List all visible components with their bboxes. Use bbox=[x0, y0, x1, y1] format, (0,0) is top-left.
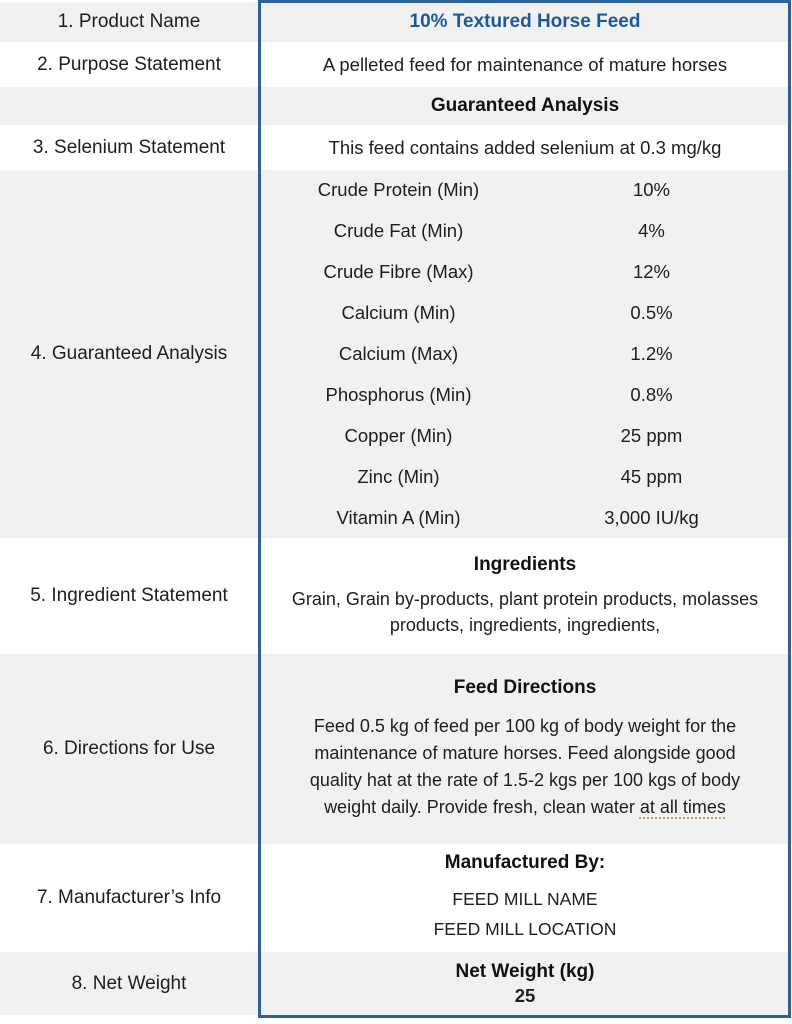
row-net-weight: 8. Net Weight Net Weight (kg) 25 bbox=[0, 952, 792, 1015]
feed-mill-location: FEED MILL LOCATION bbox=[433, 919, 617, 939]
selenium-label: 3. Selenium Statement bbox=[32, 136, 226, 158]
analysis-row-crude-fibre: Crude Fibre (Max) 12% bbox=[272, 252, 778, 293]
row-selenium-statement: 3. Selenium Statement This feed contains… bbox=[0, 125, 792, 170]
directions-text: Feed 0.5 kg of feed per 100 kg of body w… bbox=[309, 716, 741, 817]
ingredients-body: Grain, Grain by-products, plant protein … bbox=[291, 589, 759, 635]
nutrient-name: Vitamin A (Min) bbox=[336, 506, 461, 528]
analysis-label: 4. Guaranteed Analysis bbox=[30, 343, 228, 364]
row-directions-for-use: 6. Directions for Use Feed Directions Fe… bbox=[0, 654, 792, 844]
nutrient-name: Calcium (Min) bbox=[341, 302, 456, 324]
nutrient-value: 3,000 IU/kg bbox=[604, 506, 699, 528]
nutrient-value: 45 ppm bbox=[620, 465, 683, 487]
manufacturer-header: Manufactured By: bbox=[444, 852, 606, 873]
nutrient-value: 12% bbox=[632, 261, 671, 283]
analysis-row-phosphorus: Phosphorus (Min) 0.8% bbox=[272, 374, 778, 415]
nutrient-name: Crude Fat (Min) bbox=[333, 220, 464, 242]
analysis-row-calcium-min: Calcium (Min) 0.5% bbox=[272, 293, 778, 334]
analysis-row-crude-protein: Crude Protein (Min) 10% bbox=[272, 170, 778, 211]
directions-cell: Feed Directions Feed 0.5 kg of feed per … bbox=[258, 654, 792, 844]
product-name-cell: 10% Textured Horse Feed bbox=[258, 2, 792, 42]
net-weight-header: Net Weight (kg) bbox=[455, 960, 595, 982]
row-guaranteed-analysis-header: Guaranteed Analysis bbox=[0, 87, 792, 125]
row-product-name: 1. Product Name 10% Textured Horse Feed bbox=[0, 2, 792, 42]
analysis-row-zinc: Zinc (Min) 45 ppm bbox=[272, 456, 778, 497]
selenium-cell: This feed contains added selenium at 0.3… bbox=[258, 125, 792, 170]
ga-header-label bbox=[0, 87, 258, 125]
nutrient-value: 1.2% bbox=[630, 343, 673, 364]
purpose-cell: A pelleted feed for maintenance of matur… bbox=[258, 42, 792, 87]
analysis-row-vitamin-a: Vitamin A (Min) 3,000 IU/kg bbox=[272, 497, 778, 538]
manufacturer-cell: Manufactured By: FEED MILL NAME FEED MIL… bbox=[258, 844, 792, 952]
ingredients-header: Ingredients bbox=[473, 554, 577, 575]
nutrient-name: Calcium (Max) bbox=[338, 343, 459, 364]
analysis-row-copper: Copper (Min) 25 ppm bbox=[272, 415, 778, 456]
directions-body: Feed 0.5 kg of feed per 100 kg of body w… bbox=[294, 713, 756, 821]
selenium-value: This feed contains added selenium at 0.3… bbox=[328, 136, 722, 158]
row-ingredient-statement: 5. Ingredient Statement Ingredients Grai… bbox=[0, 538, 792, 654]
nutrient-name: Crude Fibre (Max) bbox=[323, 261, 474, 283]
product-name-value: 10% Textured Horse Feed bbox=[409, 11, 641, 32]
analysis-cell: Crude Protein (Min) 10% Crude Fat (Min) … bbox=[258, 170, 792, 538]
ingredients-label: 5. Ingredient Statement bbox=[30, 585, 228, 606]
net-weight-label: 8. Net Weight bbox=[71, 972, 187, 994]
analysis-table: Crude Protein (Min) 10% Crude Fat (Min) … bbox=[272, 170, 778, 538]
nutrient-value: 0.5% bbox=[630, 302, 673, 324]
row-manufacturer-info: 7. Manufacturer’s Info Manufactured By: … bbox=[0, 844, 792, 952]
nutrient-name: Phosphorus (Min) bbox=[325, 383, 472, 405]
nutrient-value: 10% bbox=[632, 179, 671, 201]
nutrient-name: Crude Protein (Min) bbox=[317, 179, 480, 201]
manufacturer-label: 7. Manufacturer’s Info bbox=[36, 887, 222, 908]
directions-label: 6. Directions for Use bbox=[42, 738, 216, 759]
purpose-value: A pelleted feed for maintenance of matur… bbox=[322, 53, 728, 75]
manufacturer-lines: FEED MILL NAME FEED MILL LOCATION bbox=[434, 884, 617, 944]
row-purpose-statement: 2. Purpose Statement A pelleted feed for… bbox=[0, 42, 792, 87]
ga-header-cell: Guaranteed Analysis bbox=[258, 87, 792, 125]
product-name-label: 1. Product Name bbox=[57, 11, 201, 32]
nutrient-name: Zinc (Min) bbox=[357, 465, 440, 487]
purpose-label: 2. Purpose Statement bbox=[37, 53, 221, 75]
nutrient-name: Copper (Min) bbox=[344, 424, 453, 446]
nutrient-value: 25 ppm bbox=[620, 424, 683, 446]
directions-text-spellcheck: at all times bbox=[639, 797, 726, 817]
ingredients-cell: Ingredients Grain, Grain by-products, pl… bbox=[258, 538, 792, 654]
directions-header: Feed Directions bbox=[453, 677, 597, 698]
net-weight-cell: Net Weight (kg) 25 bbox=[258, 952, 792, 1015]
feed-mill-name: FEED MILL NAME bbox=[452, 889, 598, 909]
analysis-row-crude-fat: Crude Fat (Min) 4% bbox=[272, 211, 778, 252]
nutrient-value: 0.8% bbox=[630, 383, 673, 405]
net-weight-value: 25 bbox=[514, 984, 536, 1006]
row-guaranteed-analysis: 4. Guaranteed Analysis Crude Protein (Mi… bbox=[0, 170, 792, 538]
nutrient-value: 4% bbox=[638, 220, 665, 242]
analysis-row-calcium-max: Calcium (Max) 1.2% bbox=[272, 334, 778, 375]
ga-header-value: Guaranteed Analysis bbox=[430, 95, 620, 116]
